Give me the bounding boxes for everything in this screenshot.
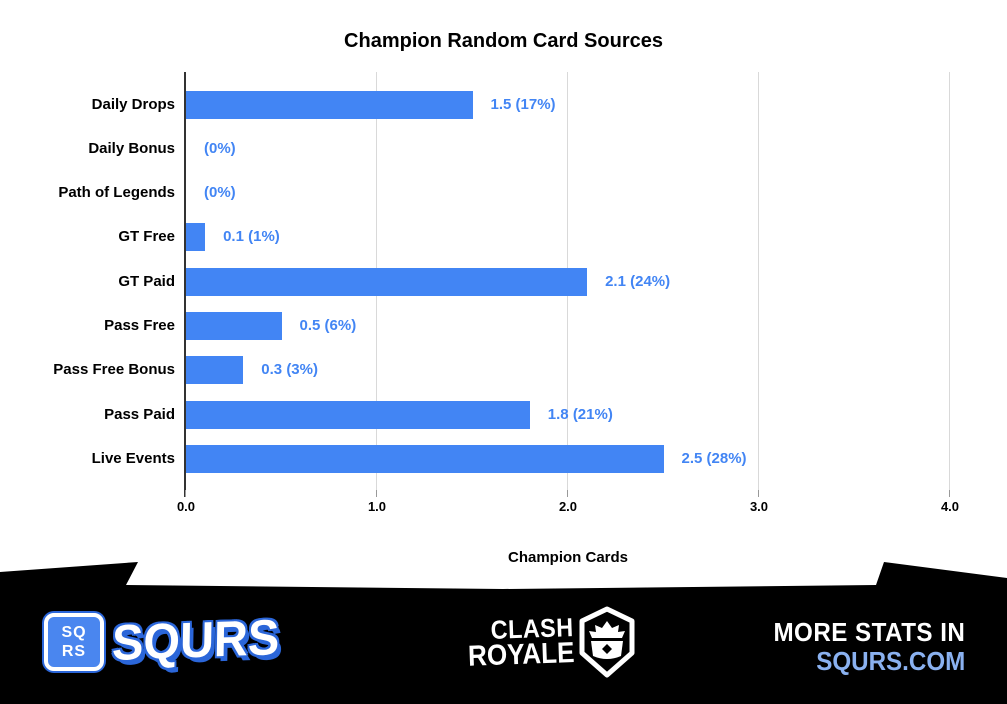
gridline xyxy=(949,72,950,490)
value-label: 1.5 (17%) xyxy=(490,95,556,113)
category-label: GT Paid xyxy=(118,272,175,290)
category-label: Live Events xyxy=(91,449,175,467)
tick-mark xyxy=(949,490,950,497)
category-label: GT Free xyxy=(118,228,175,246)
tick-label: 4.0 xyxy=(940,499,960,514)
tick-label: 0.0 xyxy=(176,499,196,514)
tick-label: 1.0 xyxy=(367,499,387,514)
more-stats-line1: MORE STATS IN xyxy=(773,617,965,647)
clash-royale-logo: CLASH ROYALE xyxy=(462,612,575,673)
tick-mark xyxy=(758,490,759,497)
category-label: Pass Free Bonus xyxy=(53,361,175,379)
value-label: 0.1 (1%) xyxy=(223,228,280,246)
category-labels: Daily Drops Daily Bonus Path of Legends GT … xyxy=(0,72,186,490)
value-label: 1.8 (21%) xyxy=(547,405,613,423)
squrs-wordmark: SQURS xyxy=(111,609,280,671)
value-label: (0%) xyxy=(204,139,236,157)
bar xyxy=(186,90,473,119)
bar xyxy=(186,267,588,296)
category-label: Pass Free xyxy=(104,317,175,334)
tick-mark xyxy=(376,490,377,497)
category-label: Daily Drops xyxy=(91,95,175,113)
squrs-badge-line1: SQ xyxy=(61,623,87,641)
more-stats-line2: SQURS.COM xyxy=(815,645,965,676)
value-label: (0%) xyxy=(204,184,236,202)
tick-mark xyxy=(185,490,186,497)
tick-label: 2.0 xyxy=(558,499,578,514)
bar xyxy=(186,312,282,340)
value-label: 2.1 (24%) xyxy=(605,272,671,290)
gridline xyxy=(758,72,759,490)
crown-shield-icon xyxy=(579,606,635,678)
footer-banner: SQ RS SQURS CLASH ROYALE MORE STATS IN S… xyxy=(0,562,1007,704)
category-label: Daily Bonus xyxy=(88,139,175,157)
tick-mark xyxy=(567,490,568,497)
value-label: 2.5 (28%) xyxy=(681,449,747,467)
plot-area: 1.5 (17%) (0%) (0%) 0.1 (1%) 2.1 (24%) 0.5 (6… xyxy=(177,72,959,514)
clash-royale-line2: ROYALE xyxy=(467,636,575,673)
value-label: 0.5 (6%) xyxy=(299,317,357,334)
bar xyxy=(186,400,530,429)
chart-title: Champion Random Card Sources xyxy=(344,30,663,52)
bar xyxy=(186,223,206,252)
category-label: Path of Legends xyxy=(58,184,175,202)
squrs-badge-line2: RS xyxy=(61,643,87,660)
x-axis-title: Champion Cards xyxy=(507,549,628,566)
bar xyxy=(186,356,244,385)
more-stats-text: MORE STATS IN SQURS.COM xyxy=(773,618,965,675)
bar xyxy=(186,444,664,473)
squrs-logo-badge: SQ RS xyxy=(44,613,104,671)
tick-label: 3.0 xyxy=(749,499,769,514)
category-label: Pass Paid xyxy=(104,405,175,423)
y-axis-line xyxy=(184,72,186,497)
value-label: 0.3 (3%) xyxy=(261,361,318,379)
